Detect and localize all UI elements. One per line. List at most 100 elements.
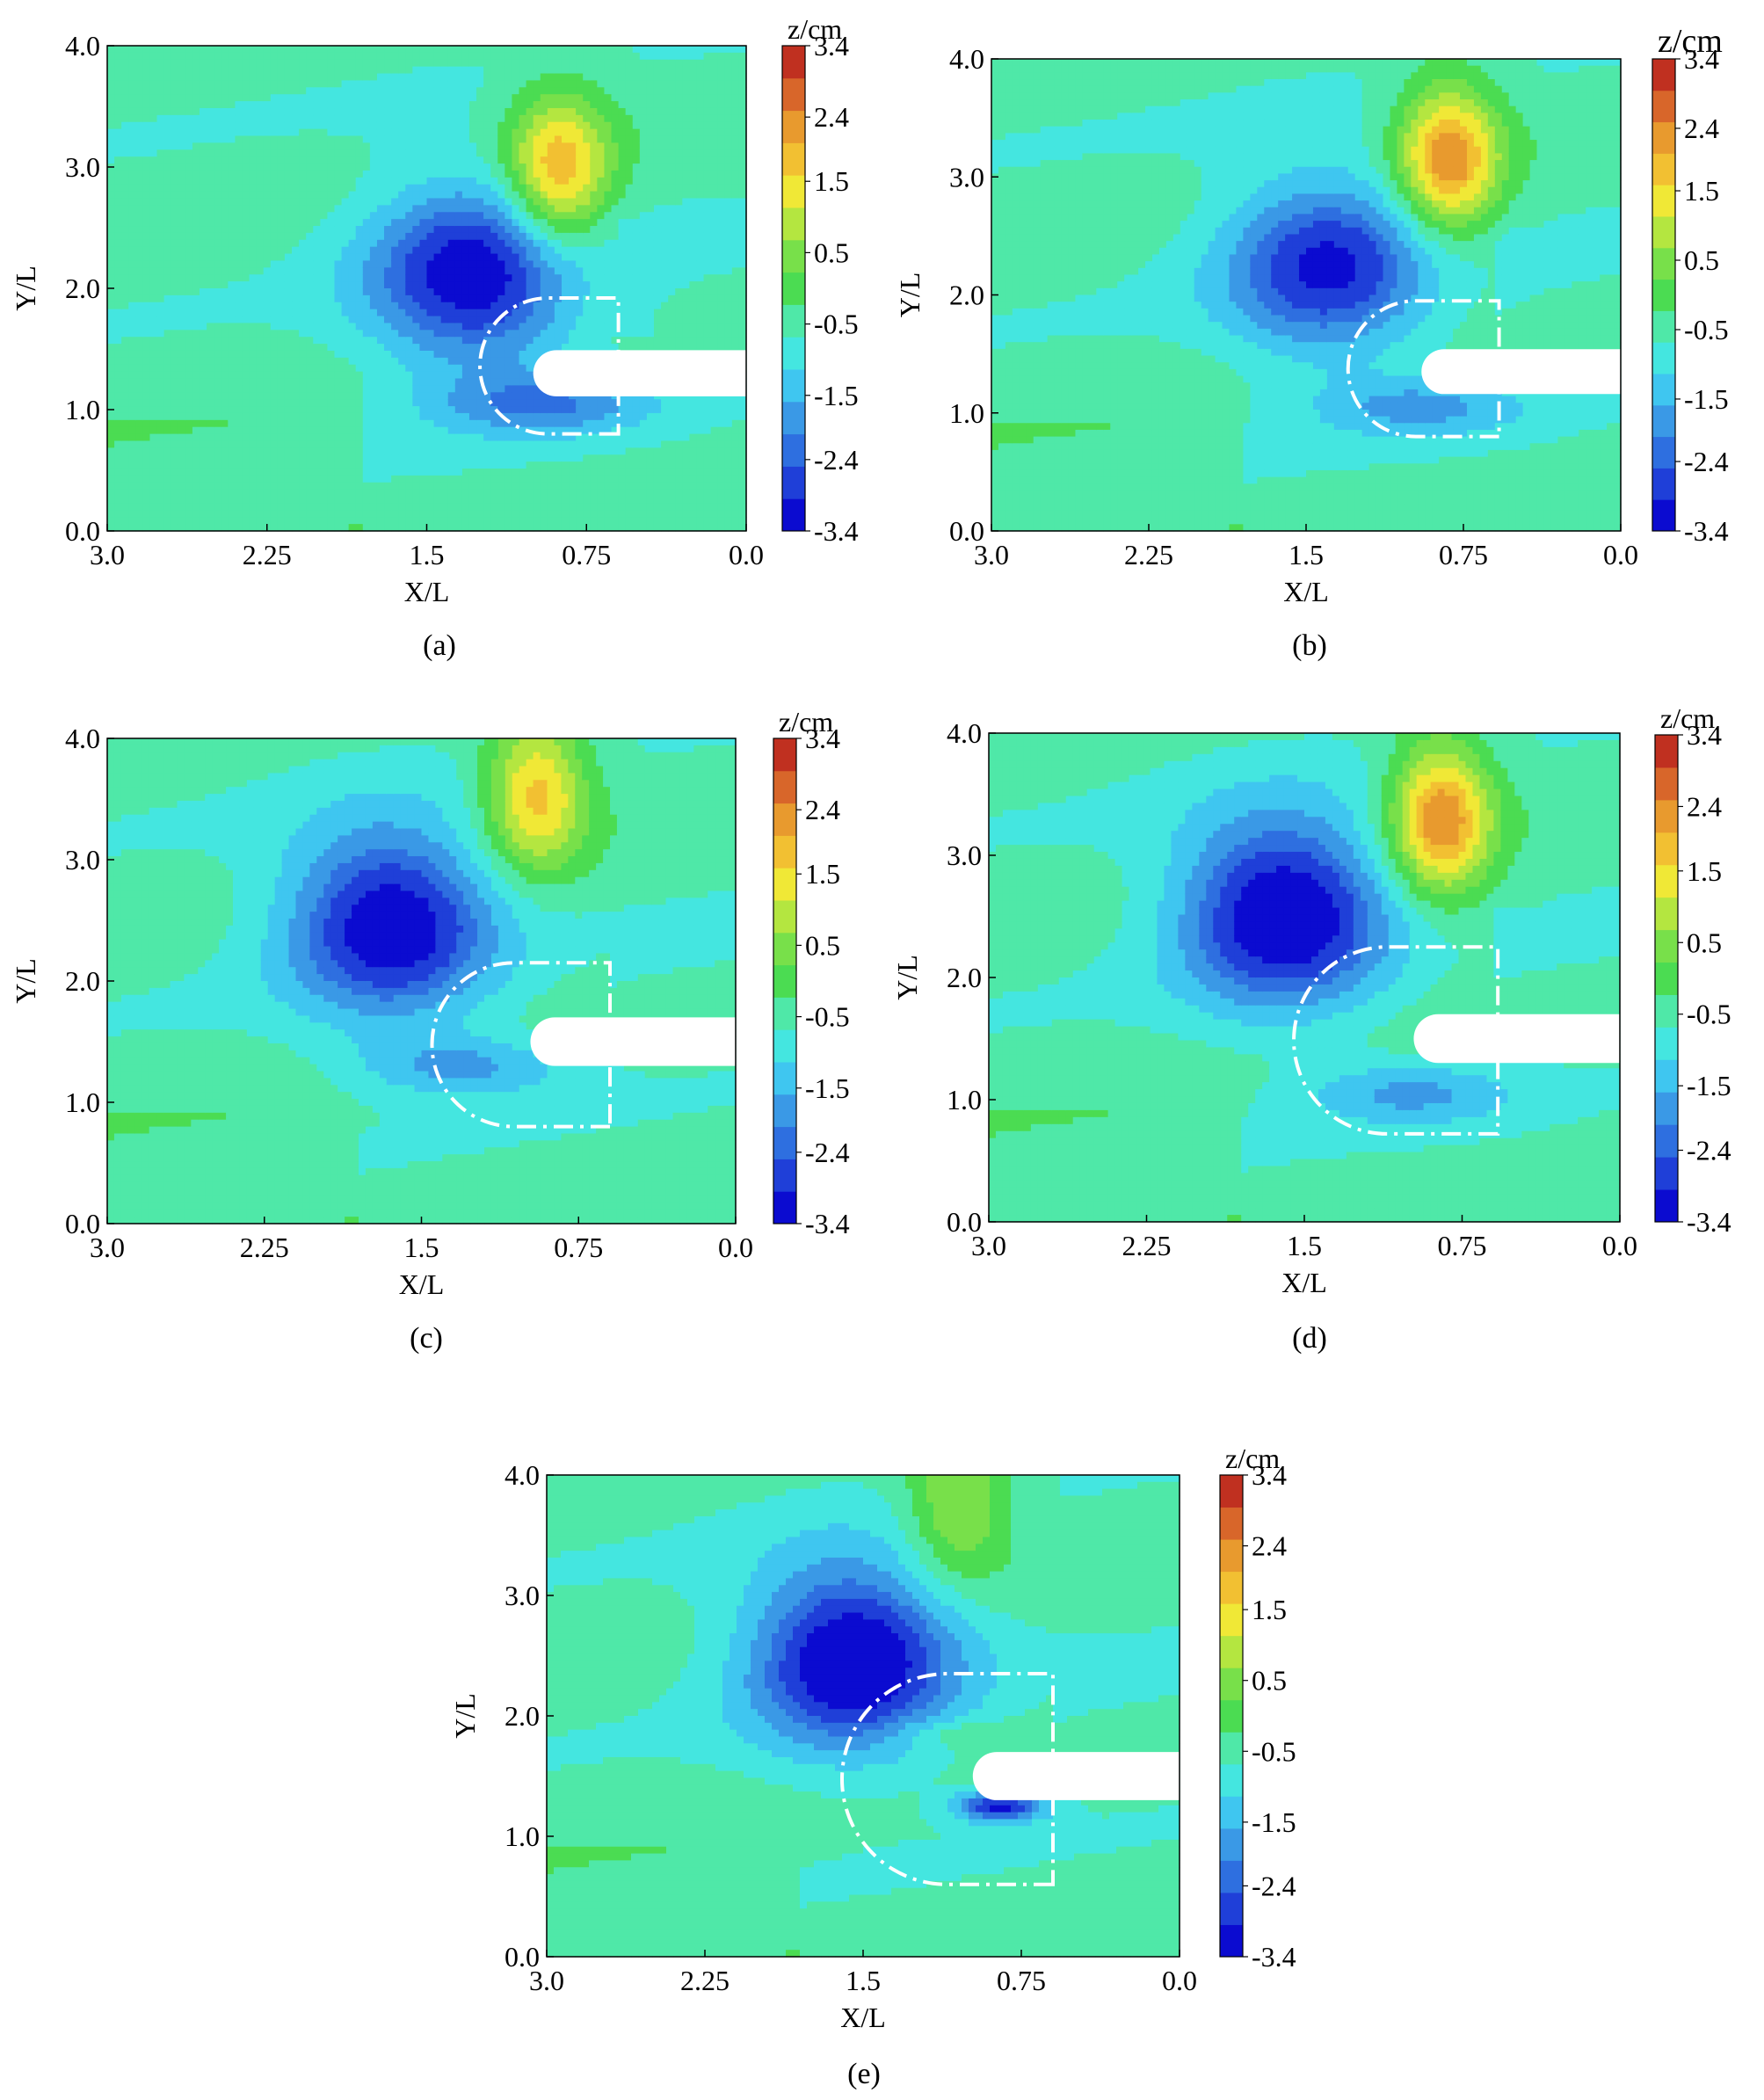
contour-cell [590, 226, 598, 234]
contour-cell [519, 385, 527, 393]
contour-cell [447, 205, 456, 213]
contour-cell [426, 267, 435, 275]
contour-cell [476, 170, 484, 178]
contour-cell [412, 433, 421, 442]
contour-cell [327, 510, 336, 518]
contour-cell [263, 469, 272, 476]
contour-cell [533, 330, 541, 338]
contour-cell [604, 419, 613, 428]
contour-cell [270, 52, 279, 61]
contour-cell [163, 135, 172, 143]
contour-cell [461, 239, 470, 248]
contour-cell [214, 364, 221, 373]
contour-cell [419, 219, 428, 227]
contour-cell [192, 135, 200, 143]
contour-cell [554, 294, 563, 303]
contour-cell [604, 177, 613, 185]
contour-cell [121, 232, 129, 241]
contour-cell [292, 198, 300, 206]
contour-cell [426, 385, 435, 393]
contour-cell [292, 205, 300, 213]
contour-cell [483, 184, 491, 193]
contour-cell [447, 198, 456, 206]
contour-cell [426, 344, 435, 352]
contour-cell [398, 433, 406, 442]
contour-cell [490, 191, 498, 200]
contour-cell [242, 135, 250, 143]
contour-cell [369, 73, 378, 82]
contour-cell [207, 101, 214, 109]
contour-cell [313, 447, 321, 455]
contour-cell [121, 107, 129, 116]
contour-cell [476, 447, 484, 455]
contour-cell [348, 344, 357, 352]
contour-cell [483, 205, 491, 213]
contour-cell [483, 461, 491, 469]
contour-cell [263, 170, 272, 178]
contour-cell [505, 469, 513, 476]
contour-cell [554, 489, 563, 498]
contour-cell [142, 94, 151, 102]
contour-cell [533, 253, 541, 262]
contour-cell [405, 399, 413, 407]
contour-cell [355, 454, 364, 462]
contour-cell [540, 114, 548, 123]
contour-cell [433, 447, 442, 455]
contour-cell [270, 128, 279, 137]
contour-cell [468, 503, 477, 511]
contour-cell [540, 294, 548, 303]
contour-cell [135, 447, 143, 455]
contour-cell [447, 191, 456, 200]
contour-cell [107, 350, 115, 359]
contour-cell [171, 489, 179, 498]
contour-cell [355, 510, 364, 518]
contour-cell [128, 426, 136, 435]
contour-cell [362, 350, 371, 359]
contour-cell [355, 503, 364, 511]
contour-cell [306, 170, 314, 178]
contour-cell [569, 94, 577, 102]
contour-cell [228, 107, 236, 116]
contour-cell [547, 503, 555, 511]
contour-cell [156, 489, 165, 498]
contour-cell [142, 337, 151, 345]
contour-cell [468, 149, 477, 157]
contour-cell [604, 344, 613, 352]
contour-cell [277, 419, 286, 428]
contour-cell [306, 378, 314, 386]
contour-cell [192, 482, 200, 490]
contour-cell [476, 412, 484, 421]
contour-cell [476, 510, 484, 518]
contour-cell [540, 461, 548, 469]
contour-cell [554, 66, 563, 75]
contour-cell [412, 142, 421, 150]
contour-cell [270, 323, 279, 331]
contour-cell [497, 205, 505, 213]
contour-cell [221, 73, 229, 82]
contour-cell [526, 510, 534, 518]
contour-cell [185, 330, 193, 338]
contour-cell [242, 316, 250, 324]
contour-cell [284, 149, 293, 157]
contour-cell [519, 302, 527, 310]
contour-cell [604, 309, 613, 317]
contour-cell [228, 510, 236, 518]
contour-cell [214, 267, 221, 275]
contour-cell [114, 212, 122, 220]
contour-cell [277, 378, 286, 386]
contour-cell [384, 274, 392, 282]
contour-cell [341, 440, 350, 448]
contour-cell [433, 302, 442, 310]
contour-cell [185, 205, 193, 213]
contour-cell [299, 399, 307, 407]
contour-cell [426, 517, 435, 525]
contour-cell [327, 274, 336, 282]
contour-cell [200, 378, 207, 386]
contour-cell [142, 260, 151, 268]
contour-cell [107, 309, 115, 317]
contour-cell [299, 205, 307, 213]
contour-cell [299, 156, 307, 164]
contour-cell [178, 364, 186, 373]
contour-cell [576, 517, 584, 525]
contour-cell [149, 426, 158, 435]
